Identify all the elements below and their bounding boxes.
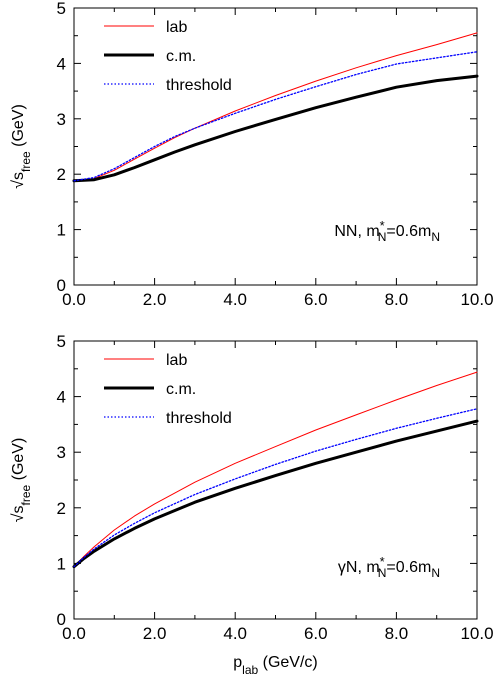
y-tick-label: 0: [57, 276, 66, 295]
y-tick-label: 1: [57, 554, 66, 573]
plot-frame: [73, 7, 478, 286]
y-tick-label: 2: [57, 499, 66, 518]
y-tick-label: 4: [57, 54, 66, 73]
y-tick-label: 3: [57, 443, 66, 462]
legend-label: threshold: [166, 410, 232, 427]
y-tick-label: 0: [57, 610, 66, 629]
y-tick-label: 3: [57, 110, 66, 129]
chart-panel-2: 0.0 2.0 4.0 6.0 8.0 10.0 0 1 2 3 4 5 √sfree (GeV) pla…: [10, 332, 494, 677]
x-tick-label: 10.0: [460, 290, 493, 309]
legend-label: c.m.: [166, 381, 196, 398]
panel-annotation: NN, m* N=0.6mN: [334, 218, 440, 244]
legend-label: threshold: [166, 77, 232, 94]
x-tick-label: 8.0: [385, 290, 409, 309]
y-tick-label: 5: [57, 0, 66, 18]
legend-label: lab: [166, 19, 187, 36]
series-line-threshold: [73, 51, 478, 182]
panel-annotation: γN, m* N=0.6mN: [338, 554, 440, 580]
chart-panel-1: 0.0 2.0 4.0 6.0 8.0 10.0 0 1 2 3 4 5 √sfree (GeV) lab…: [10, 0, 494, 309]
series-line-lab: [73, 371, 478, 568]
series-line-lab: [73, 32, 478, 182]
y-axis-title: √sfree (GeV): [10, 438, 33, 523]
x-tick-label: 2.0: [143, 290, 167, 309]
x-tick-label: 4.0: [223, 290, 247, 309]
series-line-threshold: [73, 408, 478, 568]
x-tick-label: 10.0: [460, 624, 493, 643]
x-tick-label: 8.0: [385, 624, 409, 643]
y-tick-label: 2: [57, 165, 66, 184]
x-tick-label: 0.0: [62, 290, 86, 309]
x-tick-label: 0.0: [62, 624, 86, 643]
x-tick-label: 6.0: [304, 624, 328, 643]
plot-frame: [73, 340, 478, 620]
y-tick-label: 1: [57, 221, 66, 240]
x-tick-label: 4.0: [223, 624, 247, 643]
x-tick-label: 2.0: [143, 624, 167, 643]
legend-label: c.m.: [166, 48, 196, 65]
y-tick-label: 5: [57, 332, 66, 351]
series-line-cm: [72, 74, 479, 183]
x-axis-title: plab (GeV/c): [233, 654, 317, 677]
series-line-cm: [72, 419, 479, 569]
y-tick-label: 4: [57, 388, 66, 407]
x-tick-label: 6.0: [304, 290, 328, 309]
y-axis-title: √sfree (GeV): [10, 104, 33, 189]
legend-label: lab: [166, 352, 187, 369]
